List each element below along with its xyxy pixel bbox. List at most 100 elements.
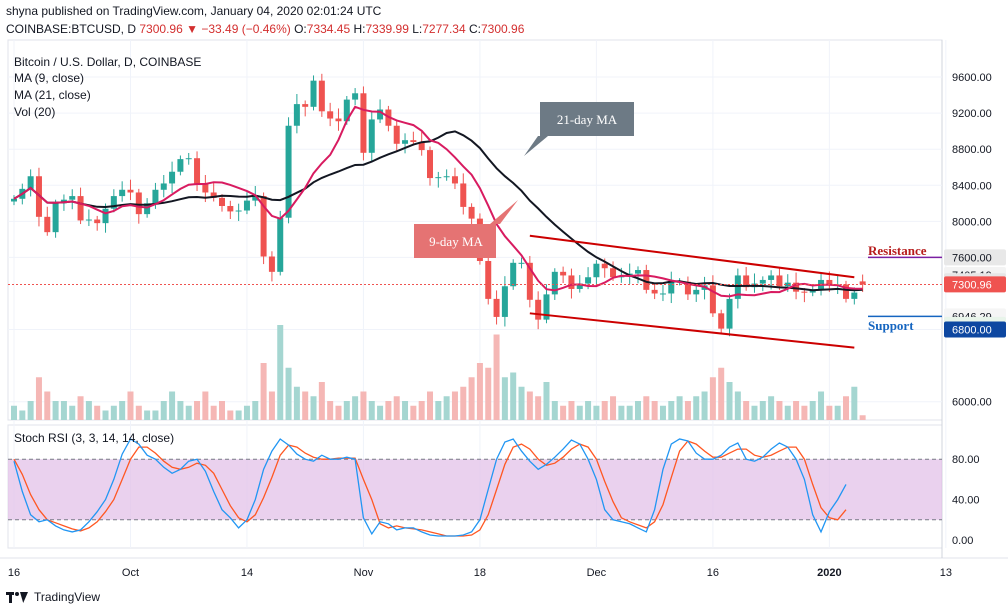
candle[interactable] (402, 140, 409, 144)
candle[interactable] (784, 282, 791, 287)
candle[interactable] (160, 183, 167, 190)
candle[interactable] (427, 150, 433, 179)
candle[interactable] (35, 176, 42, 217)
candle[interactable] (277, 217, 284, 272)
candle[interactable] (535, 299, 542, 320)
candle[interactable] (709, 285, 716, 314)
candle[interactable] (327, 111, 334, 119)
candle[interactable] (576, 283, 583, 289)
candle[interactable] (684, 281, 691, 295)
candle[interactable] (668, 281, 675, 294)
candle[interactable] (360, 93, 367, 153)
candle[interactable] (177, 159, 184, 172)
candle[interactable] (227, 206, 234, 212)
volume-bars (11, 325, 866, 420)
candle[interactable] (318, 80, 325, 112)
candle[interactable] (44, 216, 51, 233)
candle[interactable] (651, 289, 658, 294)
candle[interactable] (551, 271, 558, 295)
candle[interactable] (11, 198, 17, 202)
candle[interactable] (659, 293, 666, 295)
candle[interactable] (793, 282, 800, 292)
volume-bar (751, 405, 758, 420)
candle[interactable] (260, 196, 267, 257)
candle[interactable] (127, 189, 134, 193)
candle[interactable] (352, 93, 359, 100)
candle[interactable] (776, 275, 783, 287)
candle[interactable] (768, 275, 775, 280)
candle[interactable] (585, 277, 592, 284)
candle[interactable] (285, 125, 292, 218)
candle[interactable] (144, 203, 151, 215)
candle[interactable] (268, 256, 275, 272)
candle[interactable] (568, 275, 575, 289)
candle[interactable] (69, 196, 76, 200)
volume-bar (169, 391, 176, 420)
candle[interactable] (610, 268, 617, 278)
candle[interactable] (543, 294, 550, 320)
candle[interactable] (593, 263, 600, 278)
candle[interactable] (252, 196, 259, 201)
candle[interactable] (219, 197, 225, 207)
candle[interactable] (510, 262, 517, 287)
candle[interactable] (734, 275, 741, 299)
candle[interactable] (210, 192, 217, 198)
candle[interactable] (102, 208, 109, 224)
candle[interactable] (468, 206, 475, 219)
candle[interactable] (518, 262, 525, 264)
candle[interactable] (302, 104, 309, 107)
candle[interactable] (693, 289, 700, 295)
candle[interactable] (119, 189, 126, 197)
candle[interactable] (501, 286, 508, 317)
candle[interactable] (460, 183, 467, 207)
candle[interactable] (726, 298, 733, 329)
candle[interactable] (135, 192, 142, 215)
candle[interactable] (77, 196, 84, 221)
candle[interactable] (377, 109, 384, 120)
candle[interactable] (485, 261, 492, 299)
candle[interactable] (743, 275, 750, 288)
candle[interactable] (801, 291, 808, 293)
volume-bar (834, 405, 841, 420)
candle[interactable] (493, 298, 500, 317)
footer-brand[interactable]: TradingView (6, 590, 100, 604)
candle[interactable] (435, 177, 442, 179)
candle[interactable] (185, 158, 192, 160)
candle[interactable] (202, 183, 209, 193)
candle[interactable] (410, 140, 417, 142)
candle[interactable] (310, 80, 317, 107)
candle[interactable] (343, 99, 350, 122)
candle[interactable] (718, 313, 725, 329)
candle[interactable] (635, 270, 641, 274)
candle[interactable] (859, 281, 866, 285)
candle[interactable] (418, 141, 425, 151)
candle[interactable] (52, 203, 59, 233)
candle[interactable] (759, 279, 766, 284)
candle[interactable] (560, 271, 567, 276)
candle[interactable] (368, 119, 375, 153)
candle[interactable] (152, 189, 159, 204)
candle[interactable] (618, 276, 625, 278)
candle[interactable] (443, 176, 450, 178)
price-axis[interactable]: 9600.00 9200.00 8800.00 8400.00 8000.00 6000.… (952, 72, 992, 547)
candle[interactable] (27, 176, 34, 189)
candle[interactable] (526, 262, 533, 300)
candle[interactable] (451, 176, 458, 184)
candle[interactable] (843, 284, 849, 299)
candle[interactable] (94, 219, 101, 224)
candle[interactable] (243, 200, 250, 211)
time-axis[interactable]: 16 Oct 14 Nov 18 Dec 16 2020 13 (8, 567, 952, 579)
candle[interactable] (293, 104, 300, 126)
candle[interactable] (169, 171, 176, 184)
candle[interactable] (335, 118, 342, 122)
candle[interactable] (851, 292, 858, 299)
candle[interactable] (194, 158, 201, 184)
candle[interactable] (235, 210, 242, 212)
candle[interactable] (826, 279, 833, 285)
candle[interactable] (643, 270, 650, 290)
candle[interactable] (85, 219, 92, 221)
candle[interactable] (601, 263, 608, 269)
candle[interactable] (110, 196, 117, 209)
candle[interactable] (393, 125, 400, 144)
